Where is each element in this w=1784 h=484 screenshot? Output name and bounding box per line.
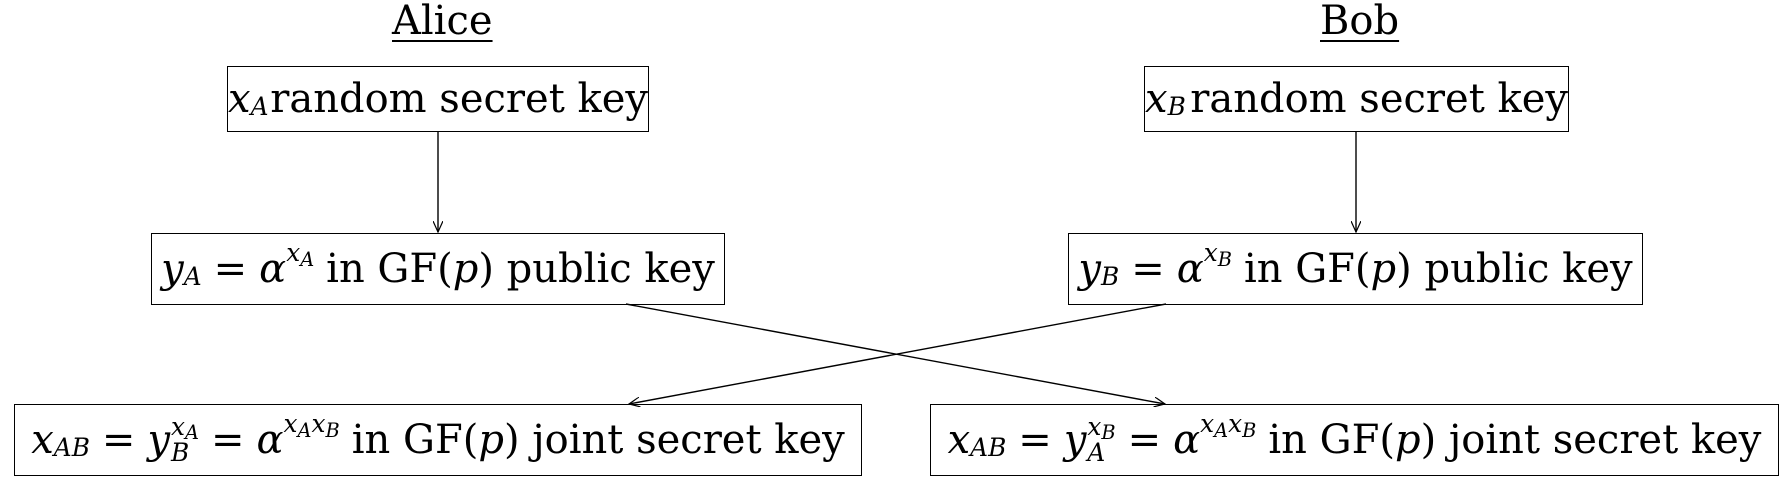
bob-public-text-pre: in GF(: [1243, 246, 1371, 292]
bob-joint-key-box: x AB = y xB A = α xAxB in GF(p) joint secret key: [930, 404, 1779, 476]
alice-public-sub: A: [183, 262, 202, 292]
bob-joint-eq1: =: [1018, 417, 1052, 463]
bob-joint-text-post: ) joint secret key: [1420, 417, 1762, 463]
bob-joint-alpha-sub1: A: [1214, 419, 1229, 443]
bob-public-sub: B: [1100, 262, 1120, 292]
alice-secret-text: random secret key: [270, 76, 648, 122]
bob-public-p: p: [1370, 246, 1397, 292]
alice-public-text-post: ) public key: [478, 246, 715, 292]
bob-joint-alpha-exp2: x: [1228, 409, 1243, 439]
bob-alpha: α: [1176, 246, 1204, 292]
bob-secret-sub: B: [1167, 92, 1186, 122]
bob-public-text-post: ) public key: [1396, 246, 1633, 292]
arrow-bob-public-to-alice-joint: [629, 303, 1167, 404]
bob-public-eq: =: [1131, 246, 1165, 292]
alice-public-key-box: y A = α xA in GF(p) public key: [151, 233, 725, 305]
alice-joint-eq1: =: [101, 417, 136, 463]
alice-joint-alpha-exp1: x: [283, 409, 298, 439]
alice-joint-alpha: α: [256, 417, 284, 463]
alice-joint-base-var: y: [147, 417, 171, 463]
alice-joint-alpha-sub1: A: [297, 419, 312, 443]
alice-alpha: α: [259, 246, 287, 292]
alice-public-eq: =: [213, 246, 248, 292]
bob-joint-alpha-sub2: B: [1242, 419, 1257, 443]
bob-joint-lhs-var: x: [947, 417, 971, 463]
bob-title: Bob: [1320, 0, 1400, 44]
alice-secret-var: x: [228, 76, 251, 122]
bob-public-var: y: [1078, 246, 1101, 292]
bob-public-exp-var: x: [1203, 238, 1218, 268]
alice-secret-sub: A: [250, 92, 269, 122]
bob-joint-eq2: =: [1127, 417, 1162, 463]
alice-joint-lhs-sub: AB: [53, 433, 90, 463]
bob-joint-exp-var: x: [1087, 411, 1102, 441]
alice-joint-text-post: ) joint secret key: [503, 417, 845, 463]
bob-joint-text-pre: in GF(: [1268, 417, 1395, 463]
alice-joint-lhs-var: x: [31, 417, 54, 463]
bob-joint-lhs-sub: AB: [970, 433, 1007, 463]
alice-joint-p: p: [478, 417, 504, 463]
alice-joint-exp-sub: A: [185, 420, 200, 444]
alice-joint-eq2: =: [211, 417, 245, 463]
alice-public-var: y: [161, 246, 184, 292]
bob-joint-p: p: [1394, 417, 1421, 463]
alice-joint-base-sub: B: [171, 438, 190, 467]
alice-joint-exp-var: x: [171, 411, 186, 441]
alice-title: Alice: [392, 0, 493, 44]
bob-joint-alpha: α: [1173, 417, 1201, 463]
alice-joint-text-pre: in GF(: [351, 417, 479, 463]
alice-joint-key-box: x AB = y xA B = α xAxB in GF(p) joint secret key: [14, 404, 862, 476]
alice-public-exp-var: x: [286, 238, 301, 268]
bob-joint-base-var: y: [1063, 417, 1087, 463]
alice-public-text-pre: in GF(: [326, 246, 453, 292]
bob-secret-var: x: [1145, 76, 1168, 122]
bob-joint-alpha-exp1: x: [1200, 409, 1215, 439]
bob-secret-text: random secret key: [1190, 76, 1568, 122]
alice-joint-alpha-exp2: x: [311, 409, 326, 439]
alice-public-exp-sub: A: [300, 248, 315, 272]
bob-joint-exp-sub: B: [1101, 420, 1116, 444]
alice-public-p: p: [452, 246, 479, 292]
bob-joint-base-sub: A: [1087, 438, 1106, 467]
bob-public-exp-sub: B: [1217, 248, 1232, 272]
alice-joint-alpha-sub2: B: [325, 419, 340, 443]
bob-public-key-box: y B = α xB in GF(p) public key: [1068, 233, 1643, 305]
